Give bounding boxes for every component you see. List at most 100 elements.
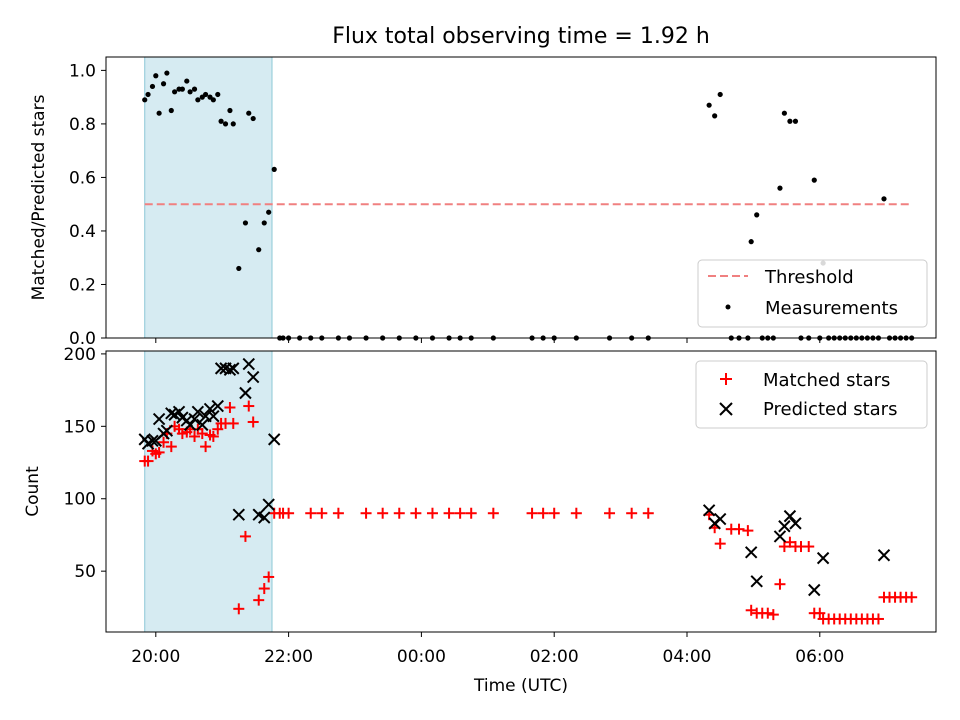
legend-predicted-swatch: [719, 402, 733, 416]
bottom-y-tick-label: 50: [74, 562, 96, 582]
measurement-point: [187, 89, 193, 95]
matched-star-point: [604, 507, 616, 519]
measurement-point: [179, 86, 185, 92]
measurement-point: [236, 265, 242, 272]
legend-measurements-label: Measurements: [765, 298, 898, 319]
predicted-star-point: [789, 517, 802, 530]
measurement-point: [172, 89, 178, 95]
predicted-star-point: [152, 412, 166, 426]
matched-star-point: [548, 507, 560, 519]
top-y-tick-label: 1.0: [69, 61, 96, 81]
measurement-point: [184, 78, 190, 84]
legend-measurements-swatch: [725, 304, 731, 310]
top-y-tick-label: 0.0: [69, 329, 96, 349]
matched-star-point: [570, 507, 582, 519]
top-y-tick-label: 0.8: [69, 115, 96, 135]
matched-star-point: [393, 507, 405, 519]
predicted-star-point: [783, 509, 797, 523]
measurement-point: [149, 83, 156, 90]
measurement-point: [142, 97, 148, 103]
x-tick-label: 04:00: [663, 647, 712, 667]
matched-star-point: [714, 538, 726, 550]
x-tick-label: 02:00: [530, 647, 579, 667]
matched-star-point: [426, 507, 438, 519]
bottom-legend: Matched stars Predicted stars: [695, 360, 928, 429]
matched-star-point: [537, 507, 549, 519]
top-y-axis-label: Matched/Predicted stars: [29, 94, 49, 300]
matched-star-point: [212, 423, 224, 435]
predicted-star-point: [258, 511, 271, 524]
x-tick-label: 00:00: [397, 647, 446, 667]
predicted-star-point: [750, 575, 763, 588]
top-y-tick-label: 0.2: [69, 275, 96, 295]
top-legend-box: [697, 259, 928, 328]
measurement-point: [145, 91, 151, 98]
measurement-point: [191, 86, 198, 92]
matched-star-point: [360, 507, 372, 519]
predicted-star-point: [207, 409, 220, 423]
matched-star-point: [283, 507, 295, 519]
matched-star-point: [774, 578, 786, 590]
predicted-star-point: [744, 546, 758, 559]
top-panel: 0.0 0.2 0.4 0.6 0.8 1.0 Flux total observing …: [29, 24, 937, 349]
matched-star-point: [227, 417, 239, 429]
matched-star-point: [332, 507, 344, 519]
x-axis-label: Time (UTC): [473, 676, 568, 696]
predicted-star-point: [778, 520, 791, 533]
top-y-tick-label: 0.6: [69, 168, 96, 188]
matched-star-point: [626, 507, 638, 519]
matched-star-point: [410, 507, 422, 519]
measurement-point: [811, 177, 817, 183]
predicted-star-point: [268, 433, 281, 446]
matched-star-point: [872, 613, 884, 625]
measurement-point: [712, 113, 718, 119]
matched-star-point: [487, 507, 499, 519]
predicted-star-point: [203, 402, 217, 416]
matched-star-point: [196, 428, 208, 440]
predicted-star-point: [239, 386, 252, 400]
measurement-point: [153, 73, 159, 79]
matched-star-point: [189, 430, 201, 442]
bottom-x-ticks: 20:00 22:00 00:00 02:00 04:00 06:00: [131, 632, 844, 667]
measurement-point: [250, 115, 256, 122]
matched-star-point: [642, 507, 654, 519]
measurement-point: [777, 185, 783, 191]
matched-star-point: [526, 507, 538, 519]
predicted-stars-points: [138, 357, 891, 597]
x-tick-label: 06:00: [795, 647, 844, 667]
bottom-legend-box: [695, 360, 928, 429]
measurement-point: [881, 196, 887, 202]
measurement-point: [215, 91, 221, 98]
x-tick-label: 20:00: [131, 647, 180, 667]
measurement-point: [164, 70, 170, 76]
predicted-star-point: [223, 363, 237, 377]
matched-star-point: [803, 541, 815, 553]
predicted-star-point: [262, 498, 275, 511]
measurement-point: [266, 209, 272, 215]
predicted-star-point: [816, 551, 830, 565]
predicted-star-point: [232, 508, 246, 521]
measurement-point: [748, 239, 754, 245]
top-axes-frame: [105, 56, 937, 339]
measurement-point: [222, 121, 229, 127]
matched-star-point: [745, 604, 757, 616]
measurement-point: [195, 97, 201, 103]
matched-stars-points: [139, 400, 918, 625]
measurement-point: [261, 220, 267, 226]
predicted-star-point: [146, 434, 159, 448]
bottom-highlight-span: [144, 350, 273, 633]
measurement-point: [242, 220, 249, 226]
top-y-tick-label: 0.4: [69, 222, 96, 242]
predicted-star-point: [188, 412, 201, 426]
measurement-point: [787, 118, 793, 124]
matched-star-point: [263, 571, 275, 583]
predicted-star-point: [877, 549, 891, 562]
measurement-point: [210, 97, 216, 103]
measurement-point: [754, 212, 760, 218]
predicted-star-point: [227, 362, 240, 375]
matched-star-point: [784, 536, 796, 548]
measurement-point: [246, 110, 252, 116]
measurement-point: [160, 81, 167, 87]
matched-star-point: [454, 507, 466, 519]
measurement-point: [156, 110, 162, 116]
